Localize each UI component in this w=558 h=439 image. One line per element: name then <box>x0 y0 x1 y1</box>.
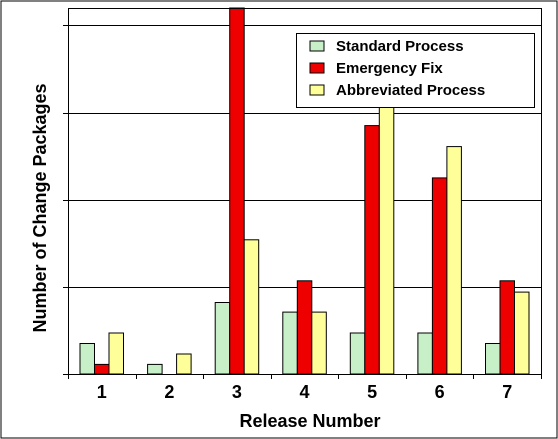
x-tick-labels: 1 2 3 4 5 6 7 <box>97 382 512 402</box>
x-tick-label: 7 <box>502 382 512 402</box>
x-tick-label: 1 <box>97 382 107 402</box>
bar-emergency-fix-3 <box>229 7 245 375</box>
x-tick-label: 6 <box>435 382 445 402</box>
legend-swatch-emergency-fix <box>309 62 325 74</box>
legend-swatch-abbreviated-process <box>309 84 325 96</box>
legend-swatch-standard-process <box>309 40 325 52</box>
legend-label-abbreviated-process: Abbreviated Process <box>336 82 485 99</box>
x-axis-title: Release Number <box>239 411 380 431</box>
bar-abbreviated-process-3 <box>243 239 260 375</box>
y-axis-title: Number of Change Packages <box>30 83 50 332</box>
bar-emergency-fix-1 <box>94 363 110 375</box>
bar-abbreviated-process-4 <box>311 311 327 375</box>
bar-emergency-fix-4 <box>296 280 313 375</box>
x-tick-label: 5 <box>367 382 377 402</box>
bar-standard-process-7 <box>485 343 501 375</box>
bar-standard-process-1 <box>79 343 95 375</box>
bar-standard-process-5 <box>349 332 366 375</box>
bar-standard-process-2 <box>147 363 163 375</box>
x-tick-label: 3 <box>232 382 242 402</box>
x-tick-label: 4 <box>299 382 309 402</box>
bar-emergency-fix-5 <box>364 125 380 375</box>
bar-standard-process-4 <box>282 311 298 375</box>
legend-box <box>296 33 535 108</box>
x-tick-label: 2 <box>164 382 174 402</box>
plot-area-border <box>68 8 542 375</box>
bar-abbreviated-process-6 <box>446 146 462 375</box>
bar-abbreviated-process-7 <box>514 291 530 375</box>
legend-label-emergency-fix: Emergency Fix <box>336 60 443 77</box>
bars <box>79 7 530 375</box>
bar-standard-process-6 <box>417 332 433 375</box>
bar-standard-process-3 <box>214 302 231 375</box>
bar-abbreviated-process-2 <box>176 353 192 375</box>
bar-abbreviated-process-5 <box>378 63 395 375</box>
legend: Standard Process Emergency Fix Abbreviated… <box>296 33 535 108</box>
bar-emergency-fix-6 <box>431 177 448 375</box>
axes <box>63 8 542 379</box>
bar-abbreviated-process-1 <box>108 332 124 375</box>
bar-emergency-fix-7 <box>499 280 515 375</box>
legend-label-standard-process: Standard Process <box>336 38 464 55</box>
